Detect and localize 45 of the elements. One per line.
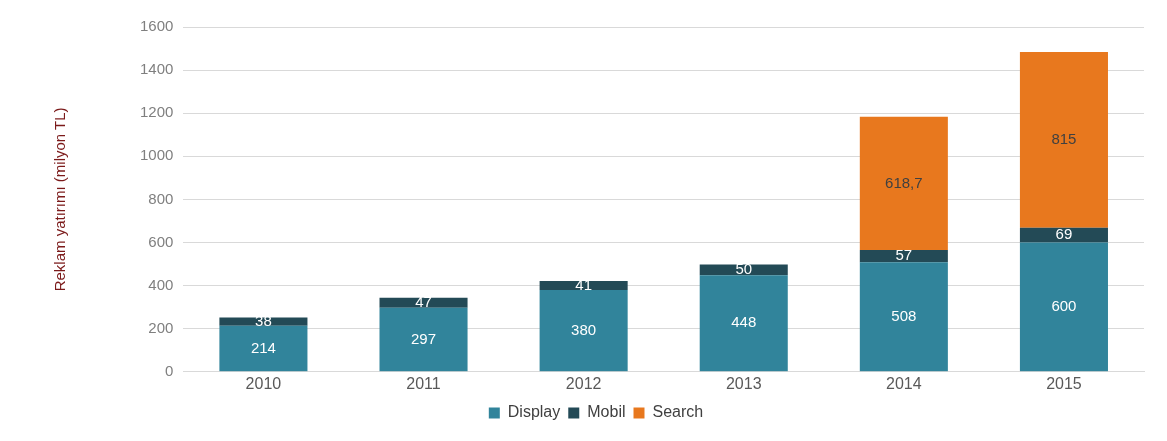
bar	[1019, 242, 1108, 372]
y-tick-label: 800	[148, 189, 174, 207]
y-tick-label: 1200	[139, 103, 174, 121]
y-tick-label: 400	[148, 275, 174, 293]
legend-label: Search	[652, 403, 704, 421]
bar	[699, 264, 788, 276]
y-tick-label: 1600	[139, 17, 174, 35]
bar	[539, 281, 628, 290]
data-label: 618,7	[885, 173, 923, 191]
bar	[219, 325, 308, 372]
data-label: 57	[895, 246, 913, 264]
y-tick-label: 1400	[139, 60, 174, 78]
data-label: 448	[731, 313, 757, 331]
bar	[1019, 227, 1108, 243]
data-label: 50	[735, 260, 753, 278]
y-tick-label: 1000	[139, 146, 174, 164]
data-label: 508	[891, 306, 917, 324]
data-label: 69	[1055, 225, 1073, 243]
y-tick-label: 200	[148, 318, 174, 336]
data-label: 47	[415, 292, 432, 310]
bar	[859, 262, 948, 372]
data-label: 815	[1051, 129, 1077, 147]
data-label: 214	[250, 338, 276, 356]
bar	[699, 275, 788, 372]
y-tick-label: 600	[148, 232, 174, 250]
x-tick-label: 2013	[725, 374, 762, 392]
x-tick-label: 2010	[245, 374, 282, 392]
y-tick-label: 0	[165, 361, 174, 379]
x-tick-label: 2011	[406, 374, 441, 392]
bar	[859, 116, 948, 251]
y-axis-title: Reklam yatırımı (milyon TL)	[51, 107, 69, 292]
bar	[219, 317, 308, 326]
bar	[859, 250, 948, 263]
data-label: 297	[411, 329, 437, 347]
data-label: 380	[571, 320, 597, 338]
legend-label: Display	[507, 403, 561, 421]
bar	[379, 307, 468, 372]
x-tick-label: 2014	[886, 374, 922, 392]
data-label: 600	[1051, 297, 1077, 315]
bar	[1019, 52, 1108, 228]
legend-label: Mobil	[587, 403, 626, 421]
x-tick-label: 2015	[1046, 374, 1082, 392]
x-tick-label: 2012	[565, 374, 602, 392]
bar	[379, 297, 468, 308]
bar	[539, 289, 628, 372]
